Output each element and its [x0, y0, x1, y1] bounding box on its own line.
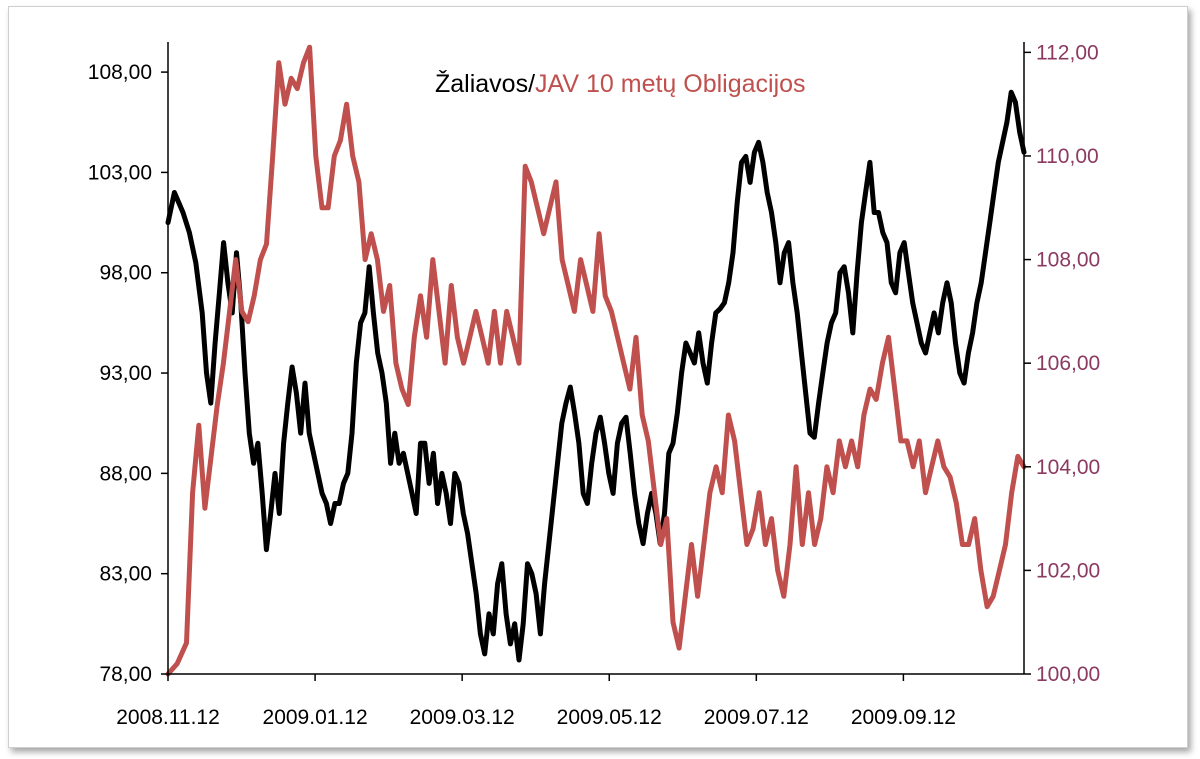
y-right-tick-label: 112,00 — [1036, 41, 1099, 64]
y-right-tick-label: 106,00 — [1036, 352, 1100, 375]
y-left-tick-label: 83,00 — [99, 563, 152, 586]
x-tick-label: 2009.09.12 — [851, 706, 956, 729]
x-tick-label: 2009.07.12 — [704, 706, 809, 729]
y-left-tick-label: 78,00 — [99, 663, 152, 686]
chart-title-right: JAV 10 metų Obligacijos — [535, 70, 806, 98]
x-tick-label: 2008.11.12 — [116, 706, 220, 729]
x-tick-label: 2009.05.12 — [557, 706, 662, 729]
y-right-tick-label: 100,00 — [1036, 663, 1100, 686]
y-left-tick-label: 88,00 — [99, 462, 152, 485]
series-line-zaliavos — [165, 89, 1027, 663]
chart-title-left: Žaliavos/ — [435, 69, 535, 98]
y-left-tick-label: 98,00 — [99, 262, 152, 285]
y-right-tick-label: 102,00 — [1036, 559, 1100, 582]
x-tick-label: 2009.03.12 — [410, 706, 515, 729]
y-left-tick-label: 103,00 — [88, 161, 152, 184]
series-line-obligacijos — [165, 44, 1027, 677]
y-right-tick-label: 104,00 — [1036, 456, 1100, 479]
y-right-tick-label: 110,00 — [1036, 145, 1099, 168]
y-left-tick-label: 108,00 — [88, 61, 152, 84]
chart-title: Žaliavos/JAV 10 metų Obligacijos — [435, 69, 806, 98]
x-tick-label: 2009.01.12 — [263, 706, 368, 729]
y-left-tick-label: 93,00 — [99, 362, 152, 385]
y-right-tick-label: 108,00 — [1036, 249, 1100, 272]
